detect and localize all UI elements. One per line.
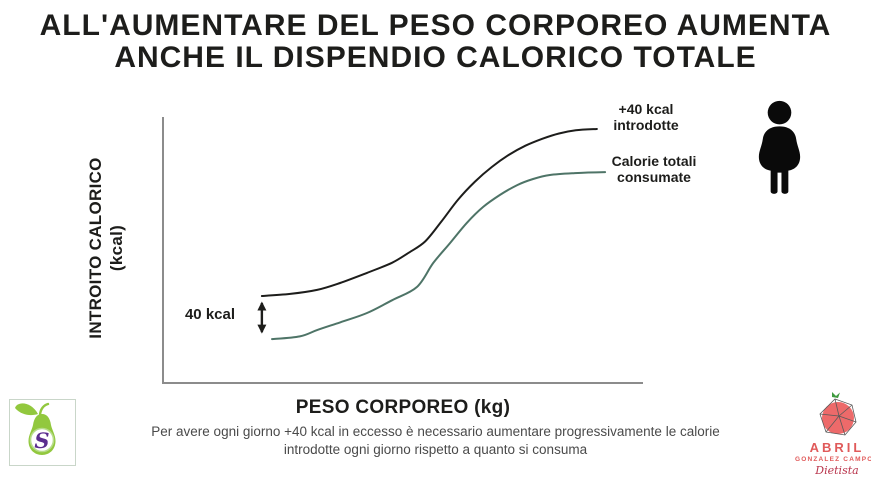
- gap-annotation-label: 40 kcal: [184, 306, 236, 323]
- y-axis-label-line2: (kcal): [107, 224, 126, 272]
- series-label-consumed: Calorie totali consumate: [600, 153, 708, 185]
- series-label-intake-line1: +40 kcal: [618, 101, 674, 117]
- y-axis-label-line1: INTROITO CALORICO: [86, 157, 105, 339]
- brand-logo: ABRIL GONZALEZ CAMPOS Dietista: [794, 391, 871, 477]
- series-label-intake-line2: introdotte: [613, 117, 679, 133]
- pear-leaf-icon: [15, 403, 38, 416]
- brand-name: ABRIL: [809, 440, 865, 455]
- y-axis-label: INTROITO CALORICO (kcal): [85, 157, 127, 338]
- curve-intake: [260, 128, 598, 297]
- pear-inner-circle: [29, 427, 55, 453]
- strawberry-facets: [819, 398, 857, 436]
- strawberry-leaf-icon: [832, 392, 840, 398]
- x-axis-label: PESO CORPOREO (kg): [295, 397, 511, 418]
- series-label-intake: +40 kcal introdotte: [598, 101, 694, 133]
- brand-tagline: Dietista: [815, 464, 859, 477]
- strawberry-icon: [819, 392, 857, 436]
- caption-line1: Per avere ogni giorno +40 kcal in eccess…: [151, 424, 720, 439]
- caption-line2: introdotte ogni giorno rispetto a quanto…: [283, 442, 588, 457]
- page-title-line2: ANCHE IL DISPENDIO CALORICO TOTALE: [114, 41, 757, 74]
- page-title-line1: ALL'AUMENTARE DEL PESO CORPOREO AUMENTA: [39, 9, 832, 42]
- series-label-consumed-line1: Calorie totali: [611, 153, 697, 169]
- chart-plot: [162, 117, 643, 384]
- overweight-person-icon: [758, 100, 801, 194]
- pear-logo-letter: S: [34, 428, 49, 453]
- brand-subtitle: GONZALEZ CAMPOS: [794, 456, 871, 463]
- curve-consumed: [271, 171, 607, 341]
- page-title: ALL'AUMENTARE DEL PESO CORPOREO AUMENTA …: [0, 10, 871, 74]
- series-label-consumed-line2: consumate: [617, 169, 691, 185]
- caption: Per avere ogni giorno +40 kcal in eccess…: [40, 423, 831, 459]
- pear-logo: S: [9, 399, 76, 466]
